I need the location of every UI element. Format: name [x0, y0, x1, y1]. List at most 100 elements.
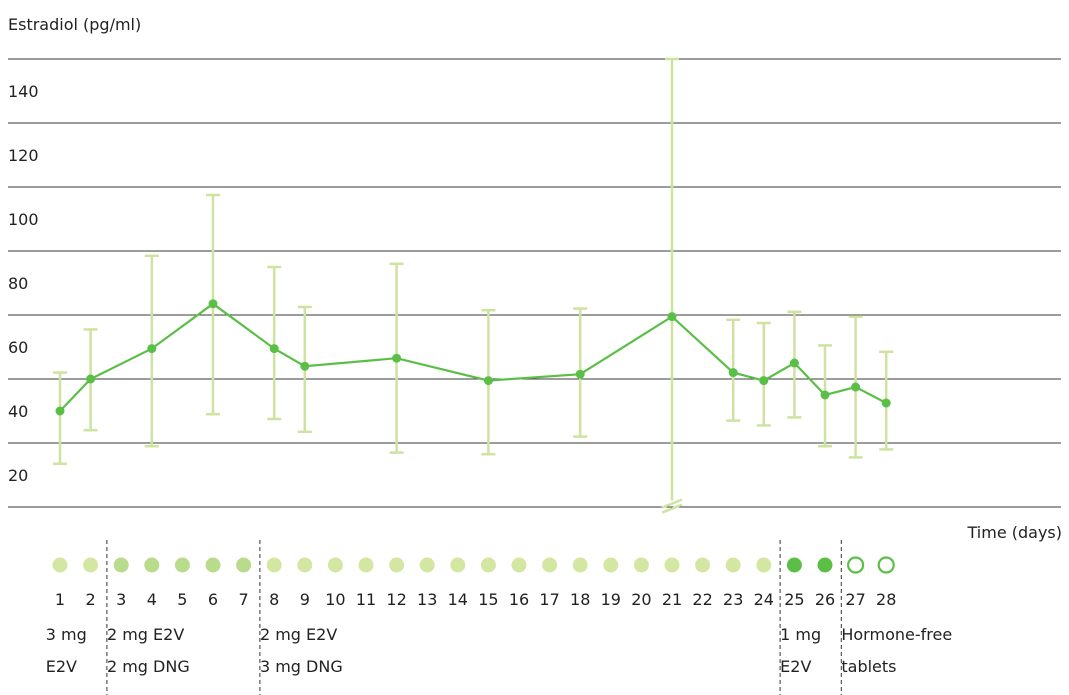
regimen-label-line2: E2V	[780, 657, 811, 676]
y-tick-label: 60	[8, 338, 28, 357]
dose-dot	[113, 557, 129, 573]
dose-dot	[52, 557, 68, 573]
regimen-label-line2: tablets	[841, 657, 896, 676]
y-tick-label: 100	[8, 210, 39, 229]
day-label: 1	[55, 590, 65, 609]
dose-dot	[358, 557, 374, 573]
dose-dot	[480, 557, 496, 573]
day-label: 16	[509, 590, 529, 609]
regimen-label-line2: 3 mg DNG	[260, 657, 343, 676]
dose-dot	[542, 557, 558, 573]
dose-dot	[664, 557, 680, 573]
regimen-label-line1: 1 mg	[780, 625, 821, 644]
grid-layer	[8, 58, 1061, 508]
y-tick-label: 80	[8, 274, 28, 293]
regimen-label-line1: 2 mg E2V	[107, 625, 184, 644]
dose-dot	[511, 557, 527, 573]
day-label: 6	[208, 590, 218, 609]
y-tick-label: 120	[8, 146, 39, 165]
day-label: 24	[754, 590, 774, 609]
x-axis-title: Time (days)	[967, 523, 1063, 542]
y-tick-label: 140	[8, 82, 39, 101]
dose-dot	[756, 557, 772, 573]
dose-dot	[725, 557, 741, 573]
day-label: 18	[570, 590, 590, 609]
data-point	[667, 312, 677, 322]
day-label: 22	[692, 590, 712, 609]
regimen-dividers	[106, 540, 842, 695]
day-label: 4	[147, 590, 157, 609]
data-point	[575, 369, 585, 379]
day-label: 12	[386, 590, 406, 609]
dose-dot	[603, 557, 619, 573]
data-point	[789, 358, 799, 368]
dose-dots	[52, 556, 895, 574]
day-label: 25	[784, 590, 804, 609]
day-label: 5	[177, 590, 187, 609]
axis-break-mark	[661, 503, 683, 514]
data-point	[881, 398, 891, 408]
day-label: 26	[815, 590, 835, 609]
data-point	[851, 382, 861, 392]
dose-dot	[144, 557, 160, 573]
data-point	[820, 390, 830, 400]
day-label: 23	[723, 590, 743, 609]
data-point	[208, 299, 218, 309]
dose-dot	[572, 557, 588, 573]
day-label: 8	[269, 590, 279, 609]
dose-dot	[389, 557, 405, 573]
dose-dot	[327, 557, 343, 573]
regimen-label-line2: E2V	[46, 657, 77, 676]
y-tick-label: 20	[8, 466, 28, 485]
day-label: 19	[601, 590, 621, 609]
day-labels: 1 2 3 4 5 6 7 8 9 10 11 12 13 14 15 16 17 18 19 20 21 22 23 24 2…	[55, 590, 896, 609]
data-point	[86, 374, 96, 384]
day-label: 9	[300, 590, 310, 609]
regimen-label-line2: 2 mg DNG	[107, 657, 190, 676]
data-point	[728, 368, 738, 378]
dose-dot	[450, 557, 466, 573]
dose-dot	[877, 556, 895, 574]
day-label: 14	[448, 590, 468, 609]
data-point	[392, 353, 402, 363]
error-bars	[53, 57, 894, 514]
data-point	[55, 406, 65, 416]
y-tick-labels: 20 40 60 80 100 120 140	[8, 82, 39, 485]
y-tick-label: 40	[8, 402, 28, 421]
day-label: 7	[239, 590, 249, 609]
data-points	[55, 299, 891, 416]
data-point	[300, 361, 310, 371]
regimen-labels: 3 mg E2V 2 mg E2V 2 mg DNG 2 mg E2V 3 mg DNG 1…	[46, 625, 952, 676]
day-label: 15	[478, 590, 498, 609]
axis-break-mark	[661, 498, 683, 509]
dose-dot	[786, 557, 802, 573]
day-label: 20	[631, 590, 651, 609]
day-label: 13	[417, 590, 437, 609]
day-label: 27	[845, 590, 865, 609]
dose-dot	[846, 556, 865, 574]
dose-dot	[83, 557, 99, 573]
y-axis-title: Estradiol (pg/ml)	[8, 15, 141, 34]
day-label: 3	[116, 590, 126, 609]
dose-dot	[419, 557, 435, 573]
dose-dot	[266, 557, 282, 573]
dose-dot	[205, 557, 221, 573]
day-label: 28	[876, 590, 896, 609]
day-label: 17	[539, 590, 559, 609]
day-label: 2	[86, 590, 96, 609]
dose-dot	[817, 557, 833, 573]
dose-dot	[297, 557, 313, 573]
day-label: 21	[662, 590, 682, 609]
dose-dot	[633, 557, 649, 573]
series-line-layer	[59, 302, 887, 412]
regimen-label-line1: Hormone-free	[841, 625, 952, 644]
dose-dot	[236, 557, 252, 573]
day-label: 11	[356, 590, 376, 609]
dose-dot	[174, 557, 190, 573]
data-point	[759, 376, 769, 386]
dose-dot	[695, 557, 711, 573]
series-line	[59, 302, 887, 412]
regimen-label-line1: 3 mg	[46, 625, 87, 644]
data-point	[269, 344, 279, 354]
